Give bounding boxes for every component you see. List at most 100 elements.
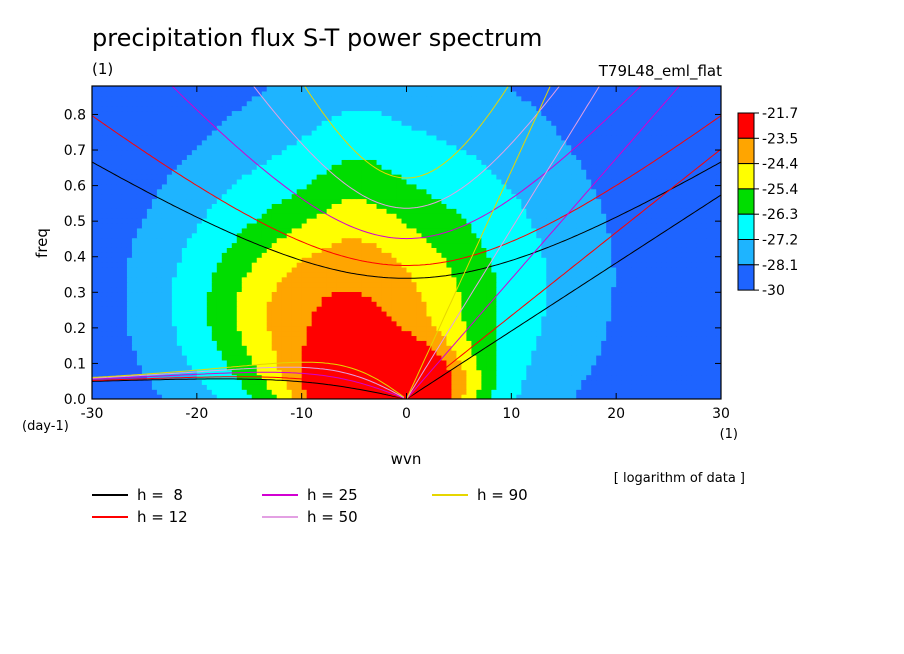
spectrum-cell [106, 350, 113, 356]
spectrum-cell [421, 208, 428, 214]
spectrum-cell [136, 203, 143, 209]
spectrum-cell [351, 369, 358, 376]
spectrum-cell [521, 296, 527, 302]
spectrum-cell [666, 320, 672, 327]
spectrum-cell [561, 291, 567, 297]
spectrum-cell [476, 281, 482, 288]
spectrum-cell [506, 389, 512, 395]
spectrum-cell [526, 262, 532, 268]
spectrum-cell [606, 345, 612, 351]
spectrum-cell [191, 262, 198, 268]
spectrum-cell [92, 325, 98, 332]
spectrum-cell [396, 384, 403, 390]
spectrum-cell [646, 364, 652, 371]
spectrum-cell [271, 266, 278, 273]
spectrum-cell [531, 301, 537, 307]
spectrum-cell [271, 218, 278, 224]
spectrum-cell [581, 310, 587, 317]
spectrum-cell [481, 247, 487, 253]
spectrum-cell [666, 325, 672, 332]
spectrum-cell [276, 296, 283, 302]
spectrum-cell [216, 320, 223, 327]
spectrum-cell [206, 369, 213, 376]
spectrum-cell [646, 389, 652, 395]
spectrum-cell [396, 374, 403, 381]
spectrum-cell [601, 306, 607, 312]
spectrum-cell [476, 252, 482, 258]
spectrum-cell [131, 252, 138, 258]
spectrum-cell [336, 262, 343, 268]
spectrum-cell [306, 389, 313, 395]
spectrum-cell [461, 301, 468, 307]
spectrum-cell [116, 296, 123, 302]
spectrum-cell [256, 266, 263, 273]
spectrum-cell [336, 227, 343, 234]
spectrum-cell [336, 237, 343, 244]
spectrum-cell [571, 271, 577, 278]
spectrum-cell [516, 286, 522, 293]
spectrum-cell [486, 271, 492, 278]
spectrum-cell [261, 291, 268, 297]
spectrum-cell [686, 301, 692, 307]
spectrum-cell [201, 237, 208, 244]
spectrum-cell [181, 232, 188, 239]
spectrum-cell [451, 325, 458, 332]
spectrum-cell [196, 310, 203, 317]
spectrum-cell [641, 276, 647, 283]
spectrum-cell [321, 306, 328, 312]
spectrum-cell [501, 340, 507, 346]
spectrum-cell [501, 271, 507, 278]
spectrum-cell [581, 218, 587, 224]
spectrum-cell [476, 242, 482, 248]
spectrum-cell [161, 257, 168, 263]
spectrum-cell [716, 242, 721, 248]
spectrum-cell [321, 257, 328, 263]
spectrum-cell [626, 237, 632, 244]
spectrum-cell [171, 301, 178, 307]
spectrum-cell [371, 359, 378, 366]
spectrum-cell [126, 203, 133, 209]
spectrum-cell [326, 306, 333, 312]
spectrum-cell [581, 359, 587, 366]
spectrum-cell [501, 262, 507, 268]
spectrum-cell [566, 335, 572, 341]
spectrum-cell [206, 208, 213, 214]
spectrum-cell [661, 335, 667, 341]
spectrum-cell [551, 237, 557, 244]
spectrum-cell [266, 379, 273, 385]
spectrum-cell [551, 350, 557, 356]
spectrum-cell [196, 232, 203, 239]
spectrum-cell [366, 335, 373, 341]
spectrum-cell [226, 271, 233, 278]
spectrum-cell [276, 291, 283, 297]
spectrum-cell [226, 369, 233, 376]
spectrum-cell [196, 354, 203, 361]
spectrum-cell [421, 345, 428, 351]
spectrum-cell [236, 296, 243, 302]
spectrum-cell [606, 213, 612, 219]
spectrum-cell [396, 247, 403, 253]
spectrum-cell [426, 310, 433, 317]
spectrum-cell [546, 266, 552, 273]
spectrum-cell [231, 296, 238, 302]
spectrum-cell [696, 315, 702, 322]
spectrum-cell [706, 310, 712, 317]
spectrum-cell [131, 296, 138, 302]
spectrum-cell [431, 276, 438, 283]
spectrum-cell [421, 301, 428, 307]
spectrum-cell [566, 345, 572, 351]
spectrum-cell [586, 315, 592, 322]
spectrum-cell [296, 222, 303, 229]
spectrum-cell [596, 394, 602, 399]
spectrum-cell [321, 296, 328, 302]
spectrum-cell [646, 350, 652, 356]
spectrum-cell [481, 335, 487, 341]
spectrum-cell [181, 281, 188, 288]
spectrum-cell [266, 257, 273, 263]
spectrum-cell [536, 384, 542, 390]
spectrum-cell [646, 252, 652, 258]
spectrum-cell [511, 242, 517, 248]
spectrum-cell [651, 222, 657, 229]
spectrum-cell [301, 252, 308, 258]
spectrum-cell [416, 389, 423, 395]
